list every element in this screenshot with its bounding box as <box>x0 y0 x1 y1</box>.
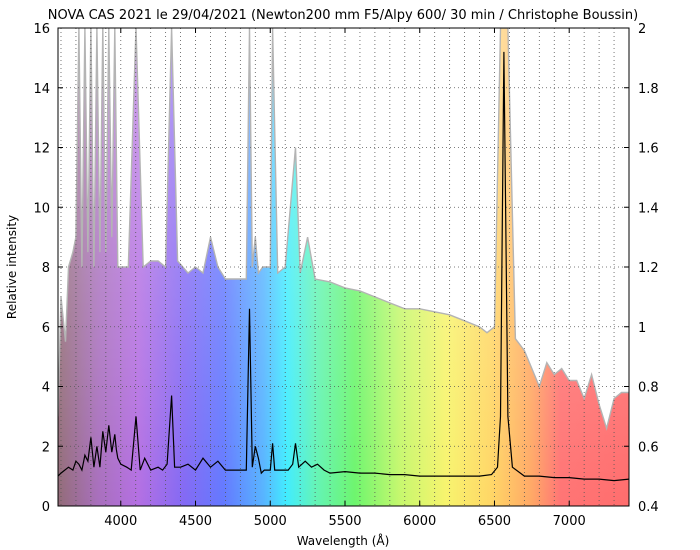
x-axis-label: Wavelength (Å) <box>297 533 390 548</box>
x-tick-label: 6000 <box>403 514 436 529</box>
x-tick-layer: 4000 4500 5000 5500 6000 6500 7000 <box>104 28 586 529</box>
y-tick-label: 4 <box>42 381 50 396</box>
y-tick-label: 6 <box>42 321 50 336</box>
y-tick-layer: 0 2 4 6 8 10 12 14 16 <box>33 22 63 515</box>
y-tick-label: 0 <box>42 500 50 515</box>
x-tick-label: 4000 <box>104 514 137 529</box>
y-tick-label: 12 <box>33 142 50 157</box>
y-tick-label: 14 <box>33 82 50 97</box>
y-tick-label: 8 <box>42 261 50 276</box>
x-tick-label: 5000 <box>254 514 287 529</box>
y-axis-label: Relative intensity <box>5 215 19 319</box>
y2-tick-label: 0.4 <box>638 500 659 515</box>
y-tick-label: 2 <box>42 440 50 455</box>
y2-tick-label: 1.2 <box>638 261 659 276</box>
y-tick-label: 10 <box>33 201 50 216</box>
y2-tick-label: 1.4 <box>638 201 659 216</box>
y2-tick-label: 2 <box>638 22 646 37</box>
y-tick-label: 16 <box>33 22 50 37</box>
chart-title: NOVA CAS 2021 le 29/04/2021 (Newton200 m… <box>48 8 638 23</box>
y2-tick-label: 0.8 <box>638 381 659 396</box>
series-1-line <box>58 28 629 431</box>
x-tick-label: 4500 <box>179 514 212 529</box>
series-0-line <box>58 51 629 482</box>
x-tick-label: 6500 <box>478 514 511 529</box>
line-layer <box>58 51 629 482</box>
y2-tick-label: 1.6 <box>638 142 659 157</box>
y2-tick-label: 1 <box>638 321 646 336</box>
y2-tick-layer: 0.4 0.6 0.8 1 1.2 1.4 1.6 1.8 2 <box>624 22 659 515</box>
y2-tick-label: 0.6 <box>638 440 659 455</box>
y2-tick-label: 1.8 <box>638 82 659 97</box>
x-tick-label: 7000 <box>553 514 586 529</box>
x-tick-label: 5500 <box>328 514 361 529</box>
